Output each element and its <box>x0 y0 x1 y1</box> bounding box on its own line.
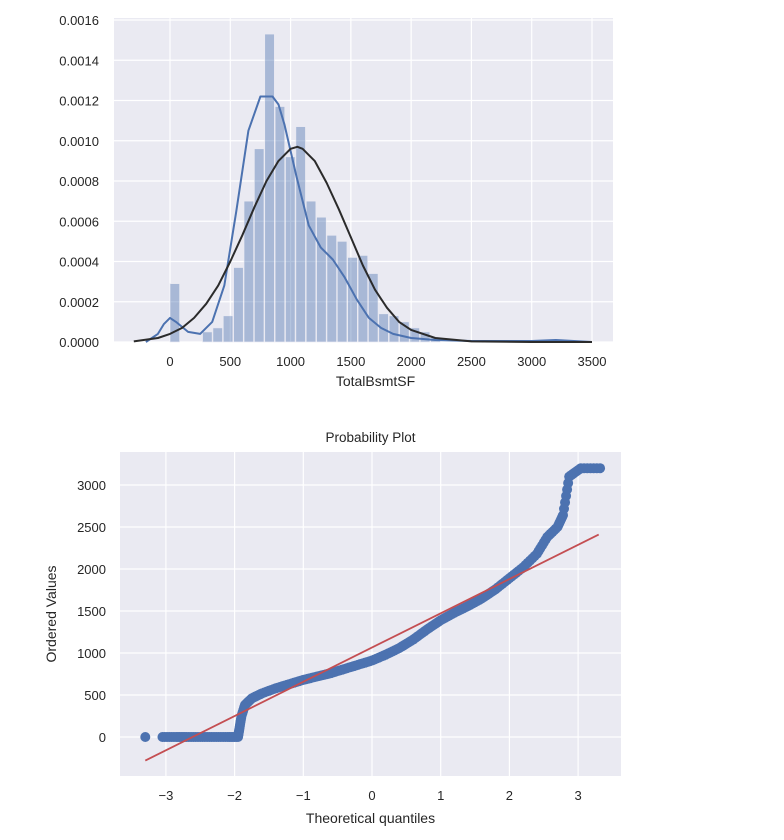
y-tick-label: 0.0016 <box>59 13 99 28</box>
histogram-plot: 0 500 1000 1500 2000 2500 3000 3500 0.0000 0.0002… <box>59 13 613 389</box>
histogram-bar <box>274 106 286 343</box>
y-tick-label: 2500 <box>77 520 106 535</box>
y-tick-label: 1000 <box>77 646 106 661</box>
x-tick-label: 1500 <box>336 354 365 369</box>
y-tick-label: 0.0008 <box>59 174 99 189</box>
fit-line <box>144 533 600 762</box>
plot-area <box>114 18 613 342</box>
x-tick-label: −3 <box>158 788 173 803</box>
x-tick-label: 3 <box>574 788 581 803</box>
histogram-bar <box>357 255 368 343</box>
histogram-bar <box>337 241 348 343</box>
y-tick-label: 0.0006 <box>59 214 99 229</box>
probability-plot: −3 −2 −1 0 1 2 3 0 500 1000 1500 2000 2500 3000 Probab… <box>43 430 621 826</box>
histogram-bar <box>409 327 420 343</box>
data-point <box>140 732 151 742</box>
x-tick-label: 2 <box>506 788 513 803</box>
y-tick-label: 0.0012 <box>59 94 99 109</box>
y-tick-label: 0.0000 <box>59 335 99 350</box>
x-tick-label: 1 <box>437 788 444 803</box>
histogram-bar <box>368 273 379 343</box>
histogram-bar <box>222 315 234 343</box>
y-axis-label: Ordered Values <box>43 565 59 662</box>
x-tick-label: 2000 <box>397 354 426 369</box>
histogram-bar <box>295 126 306 343</box>
histogram-bar <box>399 321 410 343</box>
x-tick-label: −1 <box>296 788 311 803</box>
x-tick-label: 2500 <box>457 354 486 369</box>
data-point <box>595 463 606 474</box>
y-tick-label: 0.0010 <box>59 134 99 149</box>
histogram-bar <box>326 235 337 343</box>
y-tick-label: 2000 <box>77 562 106 577</box>
x-axis-label: TotalBsmtSF <box>336 373 415 389</box>
histogram-bar <box>305 200 317 343</box>
x-tick-label: 3500 <box>578 354 607 369</box>
y-tick-label: 0.0014 <box>59 53 99 68</box>
histogram-bar <box>378 313 389 343</box>
x-tick-label: 0 <box>166 354 173 369</box>
y-tick-label: 1500 <box>77 604 106 619</box>
plot-area <box>120 452 621 776</box>
x-tick-label: 1000 <box>276 354 305 369</box>
normal_fit-curve <box>133 145 592 343</box>
x-tick-label: 0 <box>368 788 375 803</box>
histogram-bar <box>254 148 265 343</box>
x-tick-label: 3000 <box>517 354 546 369</box>
histogram-bar <box>316 216 327 343</box>
histogram-bar <box>264 33 275 343</box>
histogram-bar <box>169 283 180 343</box>
y-tick-label: 0.0004 <box>59 255 99 270</box>
histogram-bar <box>243 200 254 343</box>
histogram-bar <box>285 156 296 343</box>
chart-title: Probability Plot <box>325 430 415 445</box>
histogram-bar <box>233 267 244 343</box>
y-tick-label: 0.0002 <box>59 295 99 310</box>
y-tick-label: 3000 <box>77 478 106 493</box>
y-tick-label: 0 <box>99 730 106 745</box>
kde-curve <box>145 95 593 343</box>
y-tick-label: 500 <box>84 688 106 703</box>
histogram-bar <box>202 331 213 343</box>
x-tick-label: 500 <box>219 354 241 369</box>
x-axis-label: Theoretical quantiles <box>306 810 435 826</box>
x-tick-label: −2 <box>227 788 242 803</box>
histogram-bar <box>212 327 223 343</box>
